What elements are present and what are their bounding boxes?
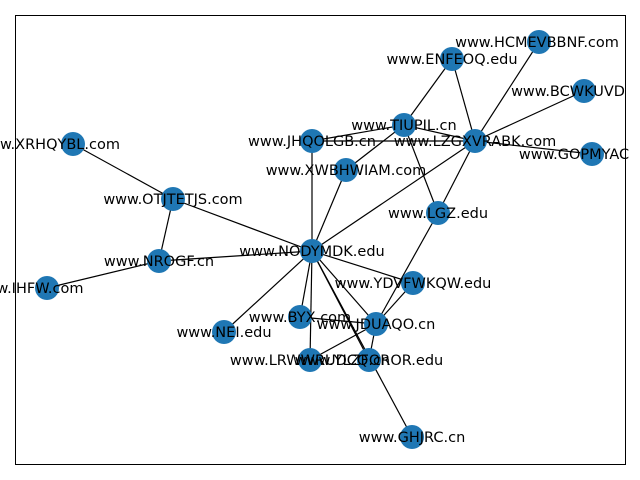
- edge-ncv-xwb: [311, 169, 347, 252]
- edge-ncv-ydv: [311, 250, 414, 284]
- node-otj: [161, 187, 185, 211]
- edge-tiu-enf: [403, 58, 453, 126]
- node-ghj: [400, 425, 424, 449]
- node-label-enf: www.ENFEOQ.edu: [386, 52, 517, 68]
- node-label-lrw: www.LRWWRUDCQ.cn: [230, 353, 390, 369]
- node-ydv: [401, 271, 425, 295]
- edge-jdu-lrw: [309, 323, 377, 361]
- edge-nro-ihf: [46, 260, 160, 289]
- labels-layer: www.NODYMDK.edu www.TIUPIL.cnwww.LZGXVRAB…: [0, 35, 629, 446]
- node-label-nro: www.NROGF.cn: [104, 254, 214, 270]
- node-nro: [147, 249, 171, 273]
- node-label-xrh: w.XRHQYBL.com: [0, 137, 120, 153]
- edge-jhq-tiu: [311, 124, 405, 142]
- node-label-gop: www.GOPMYAC: [519, 147, 629, 163]
- edge-hcm-lzg: [474, 41, 540, 142]
- node-label-byx: www.BYX.com: [249, 310, 351, 326]
- node-bcw: [572, 79, 596, 103]
- edge-ncv-ghj: [311, 250, 413, 438]
- node-ihf: [35, 276, 59, 300]
- edge-ncv-nei: [223, 250, 313, 333]
- node-tiu: [392, 113, 416, 137]
- edge-lzg-lgz: [437, 140, 476, 214]
- node-ncv: [300, 239, 324, 263]
- node-label-ydv: www.YDVFWKQW.edu: [335, 276, 492, 292]
- node-label-lzg: www.LZGXVRABK.com: [394, 134, 556, 150]
- node-label-hcm: www.HCMEVBBNF.com: [455, 35, 619, 51]
- node-label-tiu: www.TIUPIL.cn: [351, 118, 456, 134]
- edge-xwb-tiu: [345, 124, 405, 171]
- node-label-ror: www.YLZFOROR.edu: [295, 353, 443, 369]
- node-lrw: [298, 348, 322, 372]
- edges-layer: [46, 41, 593, 438]
- edge-otj-xrh: [72, 143, 174, 200]
- edge-lgz-jdu: [375, 212, 439, 325]
- node-label-ncv: www.NODYMDK.edu: [239, 244, 384, 260]
- edge-ncv-lrw: [309, 250, 313, 361]
- node-hcm: [527, 30, 551, 54]
- edge-ncv-otj: [172, 198, 313, 252]
- node-lgz: [426, 201, 450, 225]
- node-lzg: [463, 129, 487, 153]
- edge-byx-jdu: [299, 316, 377, 325]
- edge-ncv-nro: [158, 250, 313, 262]
- node-xwb: [334, 158, 358, 182]
- edge-bcw-lzg: [474, 90, 585, 142]
- node-byx: [288, 305, 312, 329]
- node-label-ihf: w.IHFW.com: [0, 281, 83, 297]
- edge-enf-lzg: [451, 58, 476, 142]
- node-gop: [580, 142, 604, 166]
- node-xrh: [61, 132, 85, 156]
- node-label-jdu: www.JDUAQO.cn: [317, 317, 436, 333]
- node-jhq: [300, 129, 324, 153]
- node-label-jhq: www.JHQOLGB.cn: [248, 134, 376, 150]
- edge-tiu-lgz: [403, 124, 439, 214]
- edge-tiu-lzg: [403, 124, 476, 142]
- node-nei: [212, 320, 236, 344]
- nodes-layer: [35, 30, 604, 449]
- node-enf: [440, 47, 464, 71]
- node-label-xwb: www.XWBHWIAM.com: [266, 163, 427, 179]
- node-label-bcw: www.BCWKUVD: [511, 84, 625, 100]
- node-label-nei: www.NEI.edu: [176, 325, 271, 341]
- node-label-lgz: www.LGZ.edu: [388, 206, 488, 222]
- plot-frame: [15, 15, 626, 465]
- edge-ncv-lzg: [311, 140, 476, 252]
- node-label-otj: www.OTJTETJS.com: [103, 192, 242, 208]
- node-label-ghj: www.GHJRC.cn: [359, 430, 466, 446]
- node-ror: [357, 348, 381, 372]
- edge-ncv-jdu: [311, 250, 377, 325]
- node-jdu: [364, 312, 388, 336]
- edge-gop-lzg: [474, 140, 593, 155]
